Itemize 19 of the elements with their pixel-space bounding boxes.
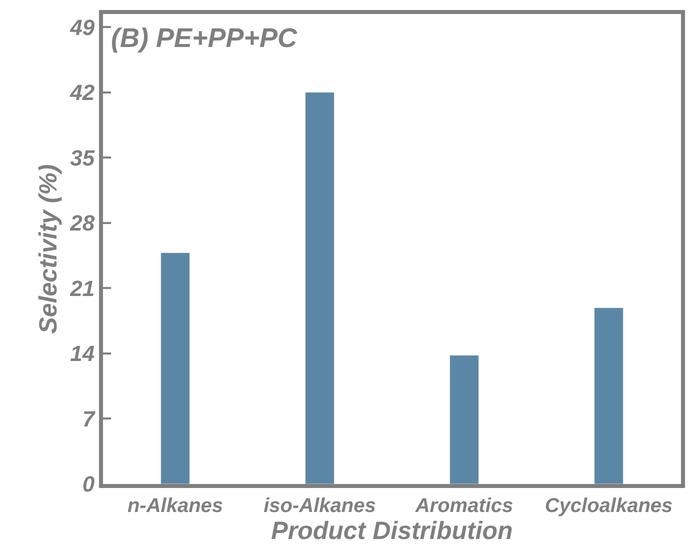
y-tick-label: 28	[69, 210, 96, 236]
y-axis-title: Selectivity (%)	[34, 164, 62, 334]
x-axis-title: Product Distribution	[271, 517, 513, 545]
x-tick-label: n-Alkanes	[127, 495, 224, 517]
bar	[450, 355, 479, 484]
chart-title: (B) PE+PP+PC	[111, 23, 298, 53]
bar	[594, 308, 624, 484]
bar	[305, 92, 334, 484]
y-tick-label: 0	[82, 472, 96, 497]
bar	[160, 252, 190, 484]
x-tick-label: Cycloalkanes	[544, 495, 673, 517]
y-tick-label: 42	[69, 80, 96, 106]
y-tick-label: 21	[69, 276, 95, 301]
y-tick-label: 35	[70, 145, 96, 170]
y-tick-label: 14	[70, 341, 95, 366]
y-tick-label: 7	[82, 406, 96, 432]
y-tick-label: 49	[69, 14, 96, 40]
x-tick-label: Aromatics	[414, 495, 514, 517]
x-tick-label: iso-Alkanes	[264, 495, 376, 517]
